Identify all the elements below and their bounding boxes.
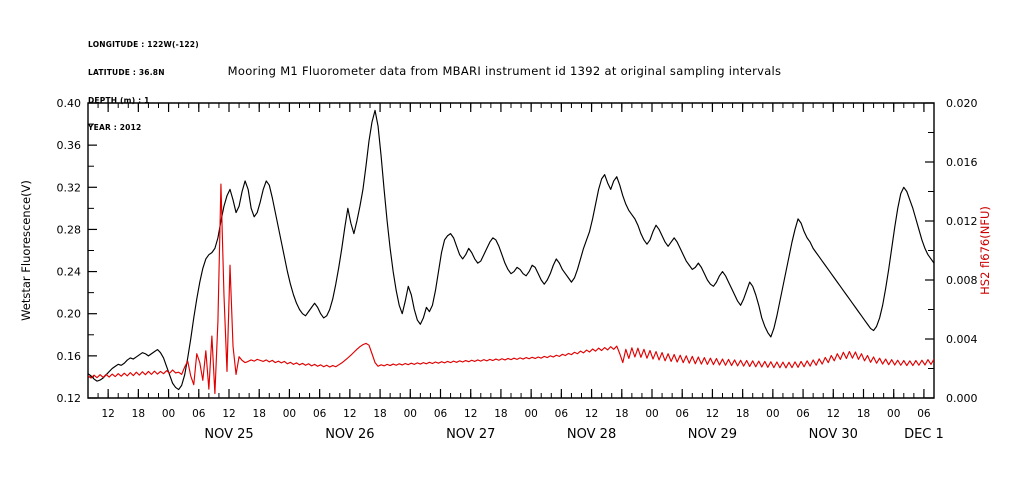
x-day-label: NOV 27 [446, 427, 495, 442]
x-hour-label: 06 [676, 408, 690, 420]
x-day-label: NOV 28 [567, 427, 616, 442]
metadata-longitude: LONGITUDE : 122W(-122) [88, 40, 199, 50]
x-hour-label: 18 [132, 408, 145, 420]
x-hour-label: 00 [887, 408, 900, 420]
metadata-latitude: LATITUDE : 36.8N [88, 68, 165, 78]
y-tick-label-right: 0.008 [946, 274, 978, 287]
y-tick-label-right: 0.012 [946, 215, 978, 228]
y-tick-label-left: 0.32 [57, 181, 82, 194]
x-day-label: DEC 1 [904, 427, 944, 442]
x-hour-label: 00 [404, 408, 417, 420]
x-hour-label: 12 [222, 408, 235, 420]
metadata-depth: DEPTH (m) : 1 [88, 95, 150, 105]
x-hour-label: 00 [645, 408, 658, 420]
x-hour-label: 18 [253, 408, 266, 420]
x-hour-label: 12 [101, 408, 114, 420]
y-tick-label-left: 0.20 [57, 308, 82, 321]
y-tick-label-left: 0.28 [57, 223, 82, 236]
x-hour-label: 00 [162, 408, 175, 420]
x-day-label: NOV 25 [204, 427, 253, 442]
x-hour-label: 18 [736, 408, 749, 420]
x-hour-label: 12 [827, 408, 840, 420]
x-hour-label: 12 [585, 408, 598, 420]
x-hour-label: 12 [464, 408, 477, 420]
y-tick-label-left: 0.24 [57, 266, 82, 279]
y-tick-label-left: 0.12 [57, 392, 82, 405]
x-hour-label: 12 [706, 408, 719, 420]
x-hour-label: 06 [917, 408, 931, 420]
x-hour-label: 06 [555, 408, 569, 420]
y-tick-label-right: 0.020 [946, 97, 978, 110]
y-tick-label-left: 0.16 [57, 350, 82, 363]
metadata-block: LONGITUDE : 122W(-122) LATITUDE : 36.8N … [88, 22, 199, 151]
x-day-label: NOV 29 [688, 427, 737, 442]
x-hour-label: 18 [373, 408, 386, 420]
x-hour-label: 18 [615, 408, 628, 420]
x-hour-label: 00 [524, 408, 537, 420]
x-day-label: NOV 26 [325, 427, 374, 442]
y-tick-label-right: 0.016 [946, 156, 978, 169]
y-axis-title-left: Wetstar Fluorescence(V) [19, 180, 33, 321]
series-wetstar-fluorescence [88, 109, 934, 391]
series-hs2-fl676 [88, 183, 934, 395]
plot-frame [87, 102, 935, 399]
x-hour-label: 06 [434, 408, 448, 420]
x-hour-label: 12 [343, 408, 356, 420]
y-tick-label-left: 0.36 [57, 139, 82, 152]
x-hour-label: 00 [283, 408, 296, 420]
x-day-label: NOV 30 [809, 427, 858, 442]
x-hour-label: 18 [494, 408, 507, 420]
x-hour-label: 06 [313, 408, 327, 420]
chart-title: Mooring M1 Fluorometer data from MBARI i… [227, 64, 782, 78]
x-hour-label: 06 [796, 408, 810, 420]
y-tick-label-right: 0.000 [946, 392, 978, 405]
y-tick-label-left: 0.40 [57, 97, 82, 110]
y-axis-title-right: HS2 fl676(NFU) [978, 206, 992, 295]
y-tick-label-right: 0.004 [946, 333, 978, 346]
metadata-year: YEAR : 2012 [88, 123, 142, 133]
x-hour-label: 18 [857, 408, 870, 420]
x-hour-label: 00 [766, 408, 779, 420]
x-hour-label: 06 [192, 408, 206, 420]
